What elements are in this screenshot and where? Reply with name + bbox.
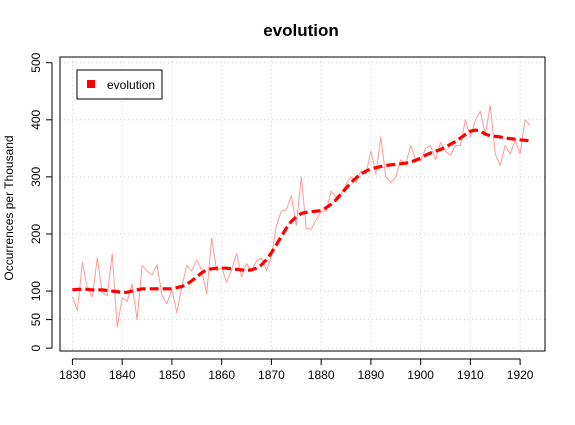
x-tick-label: 1850 (159, 368, 186, 382)
y-tick-label: 0 (29, 344, 43, 351)
x-tick-label: 1860 (208, 368, 235, 382)
x-axis: 1830 1840 1850 1860 1870 1880 1890 1900 1910 1920 (59, 358, 534, 382)
x-tick-label: 1920 (507, 368, 534, 382)
y-tick-label: 200 (29, 224, 43, 244)
plot-frame (59, 56, 546, 352)
x-tick-label: 1870 (258, 368, 285, 382)
y-tick-label: 300 (29, 167, 43, 187)
legend: evolution (76, 69, 163, 100)
raw-series-line (71, 105, 531, 328)
x-tick-label: 1880 (308, 368, 335, 382)
smoothed-series-line (72, 128, 531, 295)
x-tick-label: 1830 (59, 368, 86, 382)
smoothed-series (72, 128, 531, 295)
raw-series (71, 105, 531, 328)
x-tick-label: 1900 (407, 368, 434, 382)
chart-title: evolution (263, 21, 339, 40)
x-tick-label: 1890 (358, 368, 385, 382)
x-tick-label: 1910 (457, 368, 484, 382)
legend-swatch (87, 80, 95, 88)
y-tick-label: 500 (29, 52, 43, 72)
y-tick-label: 100 (29, 281, 43, 301)
x-tick-label: 1840 (109, 368, 136, 382)
y-axis: 0 50 100 200 300 400 500 (29, 52, 53, 351)
gridlines (60, 57, 545, 351)
y-axis-label: Occurrences per Thousand (2, 135, 16, 280)
y-tick-label: 400 (29, 109, 43, 129)
y-tick-label: 50 (29, 313, 43, 327)
legend-label: evolution (107, 78, 155, 92)
